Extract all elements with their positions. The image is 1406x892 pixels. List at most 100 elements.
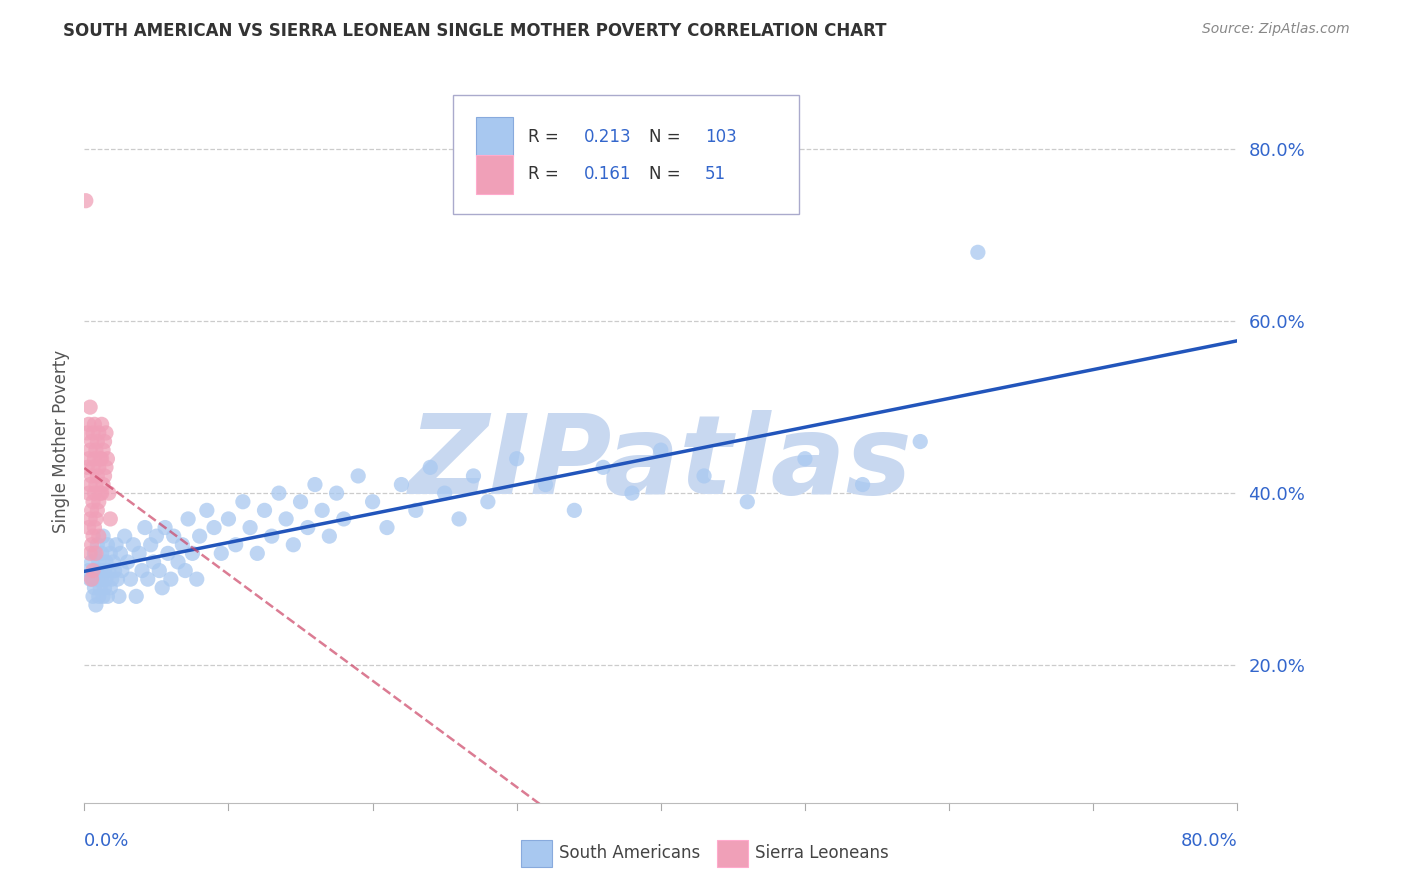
Point xyxy=(794,451,817,466)
Text: 0.0%: 0.0% xyxy=(84,831,129,850)
Point xyxy=(391,477,413,491)
Point xyxy=(80,503,103,517)
Point xyxy=(91,443,114,458)
Point xyxy=(89,451,111,466)
Point xyxy=(80,555,103,569)
Point xyxy=(79,477,101,491)
Point xyxy=(94,555,117,569)
Point xyxy=(84,477,107,491)
Point xyxy=(83,451,105,466)
Point xyxy=(82,564,104,578)
Point xyxy=(136,572,159,586)
Point xyxy=(93,469,115,483)
Point xyxy=(87,590,110,604)
Point xyxy=(80,434,103,449)
Point xyxy=(114,529,136,543)
Point xyxy=(131,564,153,578)
Point xyxy=(174,564,197,578)
Text: 103: 103 xyxy=(704,128,737,145)
Point xyxy=(77,417,100,432)
Point xyxy=(325,486,347,500)
FancyBboxPatch shape xyxy=(477,117,513,156)
Text: 0.161: 0.161 xyxy=(583,165,631,183)
Point xyxy=(433,486,456,500)
Point xyxy=(83,581,105,595)
Point xyxy=(139,538,162,552)
Point xyxy=(104,564,127,578)
Point xyxy=(181,546,204,560)
Point xyxy=(77,486,100,500)
Point xyxy=(283,538,305,552)
Point xyxy=(97,486,120,500)
Point xyxy=(86,538,108,552)
Point xyxy=(172,538,194,552)
Point xyxy=(128,546,150,560)
FancyBboxPatch shape xyxy=(477,154,513,194)
Point xyxy=(153,520,176,534)
Point xyxy=(852,477,875,491)
Point xyxy=(163,529,186,543)
Point xyxy=(276,512,298,526)
Text: 51: 51 xyxy=(704,165,725,183)
Point xyxy=(361,494,384,508)
Point xyxy=(80,572,103,586)
Point xyxy=(91,477,114,491)
Point xyxy=(564,503,586,517)
Point xyxy=(186,572,208,586)
Point xyxy=(650,443,672,458)
Point xyxy=(79,546,101,560)
Point xyxy=(79,572,101,586)
Point xyxy=(75,194,97,208)
Point xyxy=(83,417,105,432)
Text: N =: N = xyxy=(650,128,686,145)
Point xyxy=(82,425,104,440)
Point xyxy=(117,555,139,569)
Point xyxy=(83,520,105,534)
Point xyxy=(93,581,115,595)
Point xyxy=(87,529,110,543)
Point xyxy=(260,529,283,543)
Point xyxy=(80,538,103,552)
Text: Source: ZipAtlas.com: Source: ZipAtlas.com xyxy=(1202,22,1350,37)
Point xyxy=(82,460,104,475)
Point xyxy=(108,590,131,604)
Point xyxy=(188,529,211,543)
Point xyxy=(225,538,247,552)
Point xyxy=(89,581,111,595)
Point xyxy=(84,443,107,458)
Point xyxy=(177,512,200,526)
Point xyxy=(79,443,101,458)
Point xyxy=(100,572,122,586)
Point xyxy=(506,451,529,466)
Point xyxy=(97,564,120,578)
Point xyxy=(110,546,132,560)
Point xyxy=(737,494,759,508)
Point xyxy=(84,512,107,526)
Point xyxy=(86,469,108,483)
Point xyxy=(76,460,98,475)
Point xyxy=(463,469,485,483)
Point xyxy=(150,581,173,595)
Point xyxy=(304,477,326,491)
Point xyxy=(134,520,156,534)
Point xyxy=(107,572,129,586)
Point xyxy=(84,564,107,578)
Point xyxy=(419,460,441,475)
Point xyxy=(94,460,117,475)
Point xyxy=(156,546,179,560)
Point xyxy=(93,564,115,578)
Point xyxy=(90,486,112,500)
Point xyxy=(253,503,276,517)
Point xyxy=(79,512,101,526)
Point xyxy=(89,486,111,500)
Point xyxy=(167,555,190,569)
Point xyxy=(96,538,118,552)
Point xyxy=(84,546,107,560)
Point xyxy=(94,572,117,586)
Text: 0.213: 0.213 xyxy=(583,128,631,145)
Point xyxy=(290,494,312,508)
FancyBboxPatch shape xyxy=(717,839,748,867)
Point xyxy=(86,434,108,449)
Point xyxy=(477,494,499,508)
Point xyxy=(405,503,427,517)
